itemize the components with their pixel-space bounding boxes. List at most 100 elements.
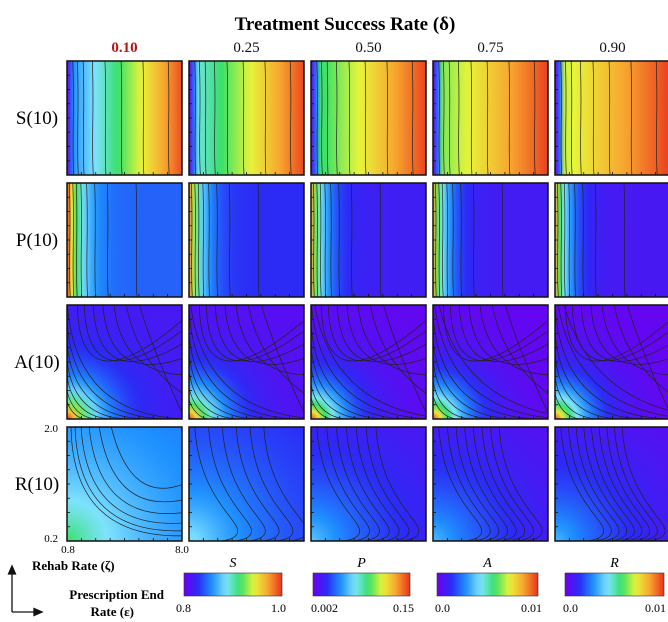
row-label-2: A(10)	[14, 352, 59, 373]
contour	[623, 183, 626, 297]
contour	[580, 305, 668, 362]
panel-fill	[555, 61, 668, 175]
contour	[533, 61, 536, 175]
contour	[189, 370, 238, 419]
panel-fill	[311, 183, 426, 297]
contour	[91, 61, 94, 175]
contour	[446, 183, 449, 297]
contour	[311, 345, 386, 419]
contour	[167, 61, 170, 175]
contour	[582, 183, 584, 297]
contour	[560, 427, 604, 541]
contour	[590, 305, 668, 365]
contour	[324, 183, 327, 297]
contour	[438, 183, 441, 297]
panel-P-0	[66, 182, 183, 298]
contour	[555, 354, 620, 419]
row-label-1: P(10)	[16, 230, 58, 251]
contour	[452, 183, 454, 297]
contour	[438, 305, 548, 415]
contour	[433, 360, 493, 419]
contour	[575, 427, 620, 541]
contour	[263, 427, 304, 541]
colorbar-min: 0.0	[435, 601, 450, 615]
contour	[264, 61, 267, 175]
contour	[199, 305, 304, 362]
contour	[601, 305, 668, 375]
panel-A-0	[66, 304, 183, 420]
contour	[348, 61, 351, 175]
contour	[222, 427, 266, 541]
colorbar-min: 0.8	[176, 601, 191, 615]
panel-P-3	[432, 182, 549, 298]
panel-fill	[433, 427, 548, 541]
contour	[481, 427, 526, 541]
contour	[338, 183, 340, 297]
contour	[508, 61, 511, 175]
contour	[364, 61, 367, 175]
colorbar-max: 1.0	[271, 601, 286, 615]
panel-S-0	[66, 60, 183, 176]
delta-label-0: 0.10	[111, 40, 137, 56]
y-axis-arrow-head	[7, 564, 17, 575]
colorbar-label: P	[356, 556, 366, 571]
contour	[490, 427, 534, 541]
contour	[204, 61, 207, 175]
contour	[563, 183, 566, 297]
contour	[560, 61, 563, 175]
panel-fill	[189, 305, 304, 419]
panel-A-2	[310, 304, 427, 420]
contour	[77, 61, 79, 175]
panel-R-3	[432, 426, 549, 542]
contour	[570, 61, 573, 175]
contour	[120, 61, 123, 175]
axes: 2.0 0.2 0.8 8.0 Rehab Rate (ζ) Prescript…	[7, 423, 189, 619]
row-label-0: S(10)	[16, 108, 58, 129]
contour-lines	[194, 427, 304, 541]
contour	[208, 427, 252, 541]
contour	[205, 305, 304, 362]
y-tick-top: 2.0	[44, 423, 58, 435]
contour	[228, 183, 231, 297]
contour	[568, 183, 571, 297]
contour	[67, 305, 182, 419]
contour	[67, 375, 111, 419]
contour	[448, 61, 451, 175]
row-labels: S(10) P(10) A(10) R(10)	[14, 108, 59, 495]
contour	[82, 61, 85, 175]
x-tick-left: 0.8	[61, 544, 75, 556]
panel-fill	[67, 61, 182, 175]
contour-lines	[312, 183, 382, 297]
contour	[433, 380, 473, 419]
contour	[330, 183, 332, 297]
contour	[77, 305, 182, 362]
panel-fill	[189, 427, 304, 541]
contour	[627, 305, 668, 410]
contour	[86, 183, 88, 297]
contour	[208, 183, 210, 297]
contour	[327, 305, 426, 362]
panel-fill	[67, 305, 182, 419]
panel-A-1	[188, 304, 305, 420]
contour	[67, 320, 166, 419]
contour	[83, 305, 182, 362]
contour-lines	[189, 305, 304, 419]
contour	[486, 61, 489, 175]
heatmap-panels	[66, 60, 668, 542]
contour	[438, 427, 482, 541]
contour	[216, 183, 218, 297]
panel-fill	[67, 427, 182, 541]
panel-fill	[189, 61, 304, 175]
contour	[98, 427, 182, 503]
contour	[106, 183, 109, 297]
contour	[375, 427, 420, 541]
contour	[555, 331, 644, 419]
panel-A-4	[554, 304, 668, 420]
contour	[88, 427, 182, 514]
contour	[583, 427, 627, 541]
contour	[194, 183, 197, 297]
contour	[224, 305, 304, 365]
contour	[199, 61, 201, 175]
contour-lines	[194, 61, 292, 175]
